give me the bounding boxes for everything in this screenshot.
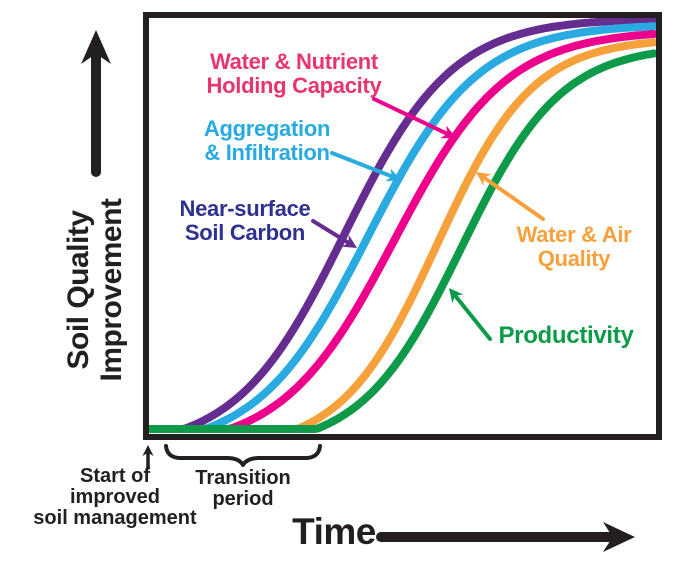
label-line: & Infiltration: [204, 140, 330, 165]
label-water-air-quality: Water & Air Quality: [480, 223, 668, 271]
arrow-productivity-icon-head: [449, 288, 464, 304]
label-line: Aggregation: [203, 116, 331, 141]
y-axis-label-line2: Improvement: [95, 198, 128, 382]
arrow-water-nutrient-holding-capacity-icon-head: [440, 125, 456, 139]
start-marker-label: Start of improved soil management: [20, 466, 210, 529]
arrow-water-air-quality-icon-shaft: [482, 175, 545, 221]
curve-productivity: [146, 49, 658, 433]
curve-near-surface-soil-carbon: [146, 15, 658, 433]
y-axis-arrow-icon-head: [81, 30, 111, 64]
start-marker-line: improved: [69, 486, 161, 508]
arrow-productivity-icon-shaft: [453, 293, 492, 341]
arrow-water-nutrient-holding-capacity-icon-shaft: [372, 97, 450, 136]
label-line: Holding Capacity: [206, 73, 382, 98]
transition-period-label: Transition period: [183, 468, 303, 510]
start-marker-line: soil management: [33, 507, 197, 529]
y-axis-label: Soil Quality Improvement: [62, 160, 132, 420]
label-aggregation-infiltration: Aggregation & Infiltration: [173, 117, 361, 165]
label-productivity: Productivity: [472, 324, 660, 348]
x-axis-label: Time: [292, 511, 376, 552]
y-axis-label-line1: Soil Quality: [62, 210, 95, 370]
transition-line: Transition: [195, 467, 291, 489]
label-line: Quality: [537, 246, 611, 271]
start-marker-line: Start of: [80, 465, 150, 487]
label-line: Productivity: [498, 322, 634, 349]
arrow-near-surface-soil-carbon-icon-shaft: [311, 219, 351, 245]
transition-line: period: [212, 488, 274, 510]
transition-brace: [164, 444, 322, 467]
label-line: Water & Air: [516, 222, 632, 247]
arrow-near-surface-soil-carbon-icon-head: [341, 234, 357, 248]
curve-aggregation-infiltration: [146, 22, 658, 433]
x-axis-time-arrow-icon-head: [603, 522, 635, 552]
label-line: Soil Carbon: [184, 220, 306, 245]
arrow-water-air-quality-icon-head: [476, 172, 492, 186]
label-line: Near-surface: [179, 196, 311, 221]
label-line: Water & Nutrient: [210, 49, 378, 74]
arrow-aggregation-infiltration-icon-head: [385, 168, 401, 182]
label-water-nutrient-holding-capacity: Water & Nutrient Holding Capacity: [200, 50, 388, 98]
label-near-surface-soil-carbon: Near-surface Soil Carbon: [151, 197, 339, 245]
arrow-aggregation-infiltration-icon-shaft: [330, 151, 394, 179]
start-marker-arrow-icon-head: [142, 445, 154, 456]
